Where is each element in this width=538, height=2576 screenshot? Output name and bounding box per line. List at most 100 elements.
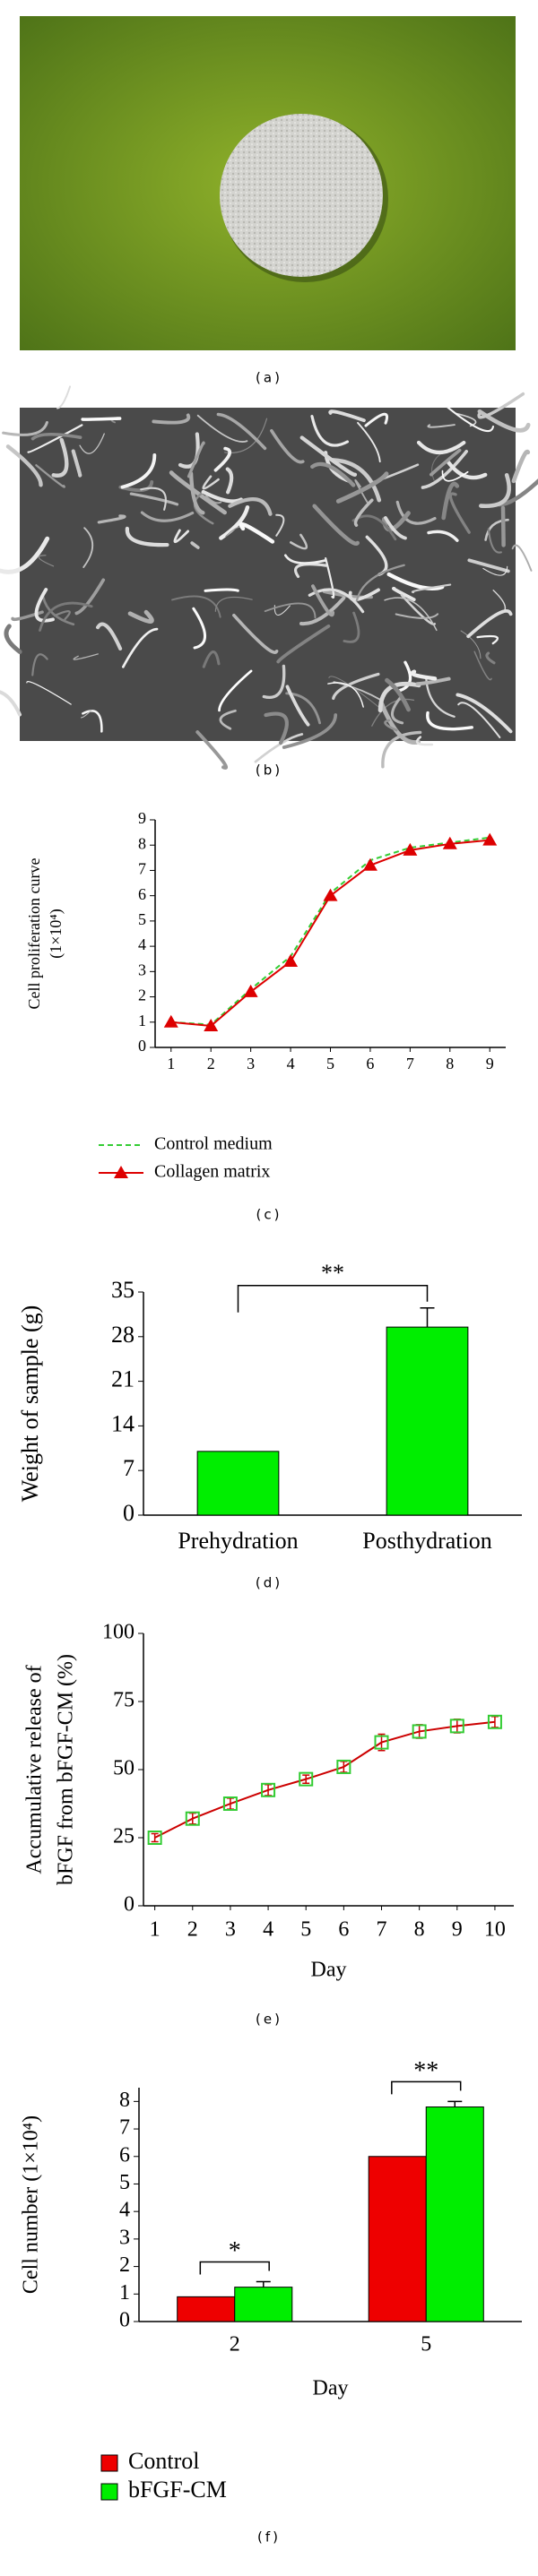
fiber <box>396 660 412 693</box>
marker <box>362 857 377 871</box>
fiber <box>218 669 253 712</box>
error-bar <box>188 1812 196 1825</box>
y-tick-label: 75 <box>113 1689 134 1712</box>
y-tick-label: 7 <box>123 1455 134 1481</box>
fiber <box>125 526 169 547</box>
panel-label: (e) <box>256 2012 282 2028</box>
fiber <box>466 609 513 639</box>
fiber <box>395 613 439 619</box>
fiber <box>56 385 72 409</box>
fiber <box>121 627 159 668</box>
fiber <box>80 709 92 719</box>
fiber <box>482 565 508 576</box>
fiber <box>294 563 327 579</box>
error-bar <box>151 1832 159 1843</box>
x-tick-label: 3 <box>225 1918 236 1942</box>
fiber <box>395 500 437 525</box>
x-tick-label: 8 <box>414 1918 425 1942</box>
y-tick-label: 0 <box>124 1893 134 1917</box>
fiber <box>171 595 221 618</box>
fiber <box>411 583 452 594</box>
panel-label: (a) <box>256 370 282 386</box>
x-tick-label: Prehydration <box>178 1528 298 1554</box>
fiber <box>283 554 327 564</box>
fiber <box>214 596 253 612</box>
fiber <box>427 530 459 542</box>
x-tick-label: Posthydration <box>362 1528 491 1554</box>
marker <box>482 832 498 846</box>
panel-label: (f) <box>257 2529 281 2546</box>
fiber <box>328 676 379 708</box>
x-tick-label: 2 <box>187 1918 198 1942</box>
x-tick-label: 2 <box>230 2333 240 2356</box>
y-tick-label: 3 <box>119 2226 130 2249</box>
fiber <box>353 498 374 527</box>
x-tick-label: 5 <box>300 1918 311 1942</box>
x-tick-label: 4 <box>263 1918 273 1942</box>
marker <box>147 1831 162 1845</box>
y-tick-label: 5 <box>138 910 146 928</box>
fiber <box>264 711 289 745</box>
fiber <box>511 544 533 572</box>
fiber <box>26 681 72 705</box>
y-tick-label: 2 <box>119 2253 130 2277</box>
x-tick-label: 1 <box>150 1918 161 1942</box>
fiber <box>477 392 525 419</box>
marker <box>204 1019 219 1032</box>
fiber <box>378 700 421 745</box>
fiber <box>311 584 335 617</box>
fiber <box>430 448 462 477</box>
y-tick-label: 50 <box>113 1757 134 1780</box>
marker <box>185 1811 200 1826</box>
fiber <box>355 564 405 602</box>
y-tick-label: 7 <box>138 860 146 878</box>
fiber <box>371 698 415 727</box>
y-tick-label: 6 <box>119 2143 130 2167</box>
y-tick-label: 5 <box>119 2171 130 2194</box>
fiber <box>312 504 360 547</box>
x-tick-label: 10 <box>484 1918 506 1942</box>
fiber <box>187 441 205 478</box>
fiber <box>427 424 456 428</box>
significance-label: * <box>229 2237 241 2265</box>
fiber <box>390 696 404 725</box>
fiber <box>381 511 411 532</box>
fiber <box>225 467 234 495</box>
marker <box>374 1735 389 1750</box>
significance-label: ** <box>413 2057 438 2085</box>
legend-marker <box>114 1166 128 1178</box>
fiber <box>213 446 232 472</box>
marker <box>222 1796 238 1811</box>
fiber <box>384 516 407 540</box>
fiber <box>415 736 434 746</box>
fiber <box>275 513 285 537</box>
marker <box>336 1759 351 1774</box>
marker <box>487 1714 502 1729</box>
series-line <box>170 839 490 1028</box>
fiber <box>140 511 195 522</box>
fiber <box>276 624 331 664</box>
fiber <box>27 424 83 453</box>
fiber <box>448 492 471 534</box>
fiber <box>467 558 510 573</box>
y-tick-label: 28 <box>111 1322 134 1348</box>
fiber <box>73 653 99 660</box>
legend-label: Control medium <box>154 1134 273 1154</box>
fiber <box>447 406 495 433</box>
marker <box>403 842 418 856</box>
y-tick-label: 1 <box>138 1012 146 1030</box>
fiber <box>446 460 488 480</box>
marker <box>243 984 258 997</box>
marker <box>163 1014 178 1028</box>
fiber <box>39 601 93 632</box>
legend-label: bFGF-CM <box>128 2477 227 2503</box>
fiber <box>357 421 381 463</box>
y-tick-label: 0 <box>119 2309 130 2332</box>
fiber <box>385 677 411 712</box>
fiber <box>262 664 286 700</box>
fiber <box>335 471 389 504</box>
fiber <box>219 709 237 730</box>
fiber <box>53 610 71 621</box>
y-axis-label: bFGF from bFGF-CM (%) <box>55 1654 78 1885</box>
y-axis-label: Cell proliferation curve <box>25 858 43 1010</box>
